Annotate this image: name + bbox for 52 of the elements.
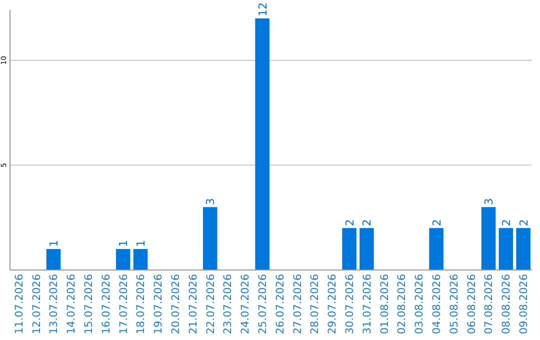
data-label: 3	[204, 198, 218, 206]
bar	[429, 228, 444, 270]
x-tick-label: 18.07.2026	[135, 274, 148, 334]
bar	[516, 228, 530, 270]
x-tick-label: 16.07.2026	[100, 274, 112, 334]
data-label: 1	[48, 240, 60, 248]
x-tick-label: 25.07.2026	[256, 274, 269, 334]
data-label: 2	[500, 219, 513, 226]
data-label: 2	[517, 219, 530, 226]
x-tick-label: 24.07.2026	[240, 274, 252, 334]
data-label: 2	[360, 219, 374, 226]
bar	[498, 228, 514, 270]
x-tick-label: 26.07.2026	[274, 274, 286, 334]
x-tick-label: 09.08.2026	[518, 274, 530, 334]
bar	[481, 207, 496, 270]
x-tick-label: 06.08.2026	[466, 274, 478, 334]
x-tick-label: 23.07.2026	[222, 274, 234, 334]
x-tick-label: 07.08.2026	[483, 274, 496, 334]
bar	[116, 249, 130, 270]
x-tick-label: 15.07.2026	[82, 274, 95, 334]
x-tick-label: 29.07.2026	[326, 274, 339, 334]
data-label: 2	[343, 219, 356, 226]
x-tick-label: 17.07.2026	[118, 274, 130, 334]
x-tick-label: 27.07.2026	[292, 274, 304, 334]
x-tick-label: 12.07.2026	[30, 274, 43, 334]
x-tick-label: 03.08.2026	[414, 274, 426, 334]
bar	[342, 228, 356, 270]
x-tick-label: 22.07.2026	[204, 274, 217, 334]
data-label: 1	[117, 240, 130, 248]
data-label: 3	[482, 198, 496, 206]
x-tick-label: 28.07.2026	[309, 274, 322, 334]
bar	[255, 18, 270, 270]
bar	[360, 228, 374, 270]
data-label: 12	[256, 2, 270, 16]
x-tick-label: 20.07.2026	[170, 274, 182, 334]
bar	[202, 207, 218, 270]
bar	[46, 249, 61, 270]
x-tick-label: 11.07.2026	[13, 274, 26, 334]
x-tick-label: 31.07.2026	[361, 274, 374, 334]
x-tick-label: 05.08.2026	[448, 274, 460, 334]
x-tick-label: 30.07.2026	[344, 274, 356, 334]
x-tick-label: 13.07.2026	[48, 274, 60, 334]
x-tick-label: 21.07.2026	[187, 274, 200, 334]
x-tick-label: 14.07.2026	[66, 274, 78, 334]
x-tick-label: 04.08.2026	[430, 274, 443, 334]
x-tick-label: 08.08.2026	[500, 274, 513, 334]
x-tick-label: 01.08.2026	[378, 274, 391, 334]
x-tick-label: 02.08.2026	[396, 274, 408, 334]
data-label: 2	[430, 219, 444, 226]
x-tick-label: 19.07.2026	[152, 274, 165, 334]
data-label: 1	[134, 240, 148, 248]
bar	[133, 249, 148, 270]
